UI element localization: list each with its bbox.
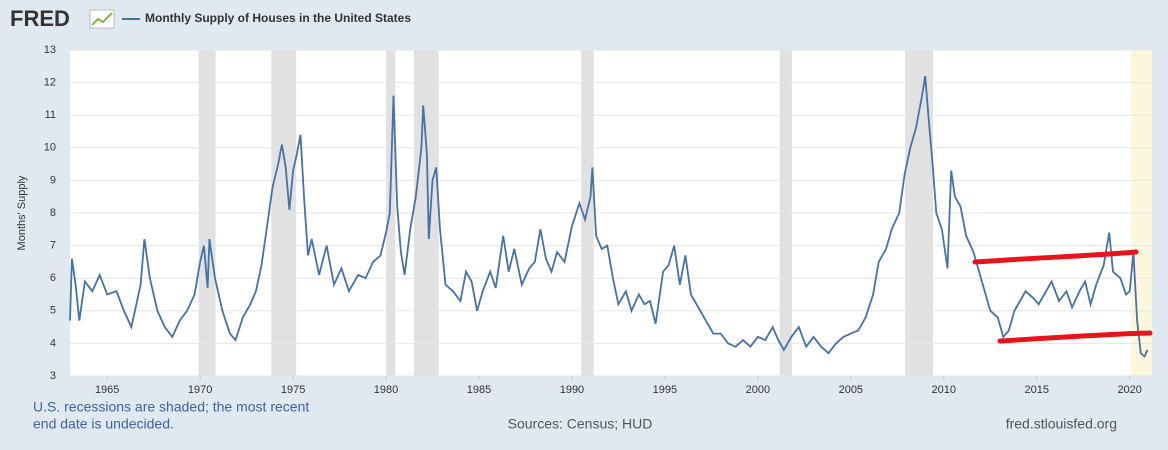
y-tick-label: 9 [50,174,56,186]
y-tick-label: 7 [50,240,56,252]
y-tick-label: 13 [44,44,56,56]
logo-icon [89,9,115,29]
y-tick-label: 8 [50,207,56,219]
x-tick-label: 2005 [839,384,863,396]
x-tick-label: 1985 [467,384,491,396]
site: fred.stlouisfed.org [1006,416,1117,432]
footnote: end date is undecided. [33,416,174,432]
x-tick-label: 2015 [1024,384,1048,396]
logo: FRED [10,6,70,31]
y-tick-label: 10 [44,142,56,154]
legend-label: Monthly Supply of Houses in the United S… [145,11,411,25]
y-tick-label: 5 [50,305,56,317]
x-tick-label: 1970 [188,384,212,396]
source: Sources: Census; HUD [508,416,653,432]
x-tick-label: 1995 [653,384,677,396]
footnote: U.S. recessions are shaded; the most rec… [33,399,309,415]
x-tick-label: 2000 [746,384,770,396]
x-tick-label: 1990 [560,384,584,396]
x-tick-label: 1965 [95,384,119,396]
y-tick-label: 6 [50,272,56,284]
y-axis-label: Months' Supply [16,175,28,250]
x-tick-label: 1980 [374,384,398,396]
y-tick-label: 11 [45,109,56,121]
y-tick-label: 4 [50,337,56,349]
y-tick-label: 12 [44,77,56,89]
x-tick-label: 2020 [1117,384,1141,396]
y-tick-label: 3 [50,370,56,382]
x-tick-label: 2010 [932,384,956,396]
x-tick-label: 1975 [281,384,305,396]
